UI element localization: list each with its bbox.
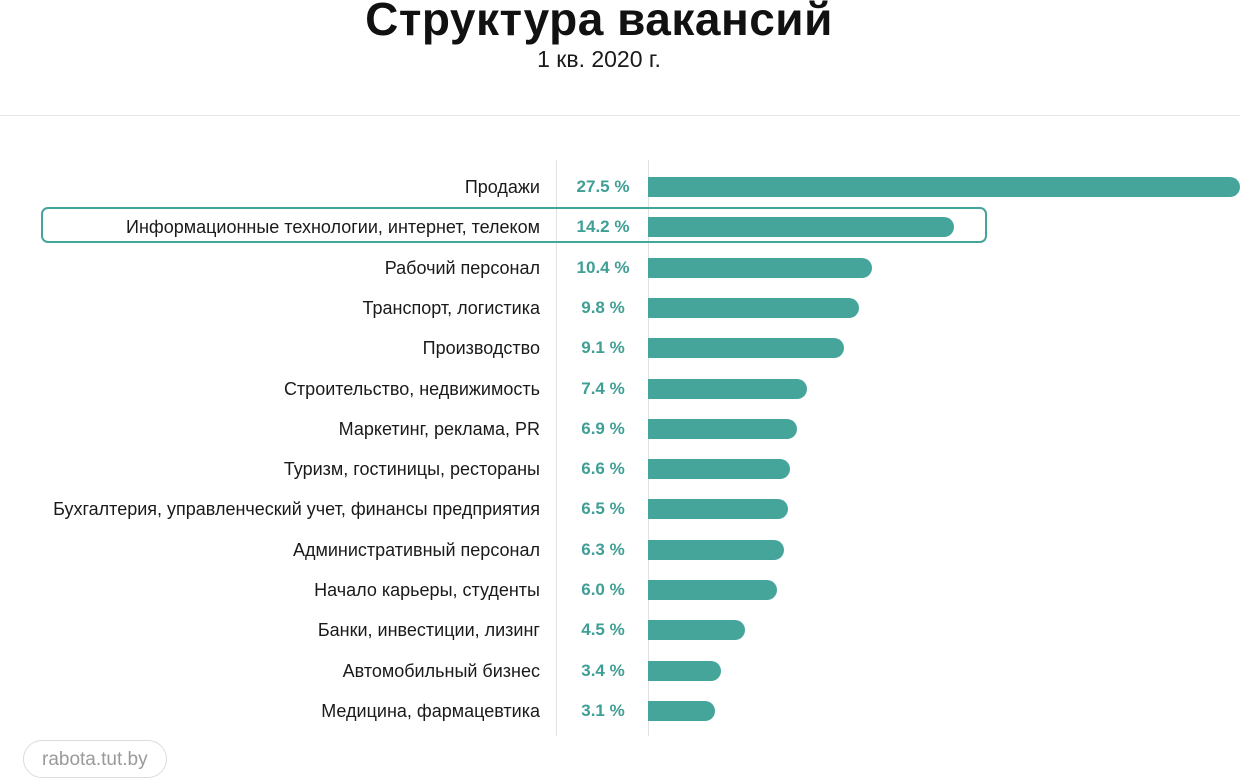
category-label: Строительство, недвижимость — [283, 378, 540, 399]
category-label: Начало карьеры, студенты — [314, 580, 540, 600]
chart-title: Структура вакансий — [365, 0, 833, 45]
bar — [648, 257, 872, 278]
value-label: 14.2 % — [576, 217, 630, 237]
bar — [648, 378, 807, 399]
category-label: Транспорт, логистика — [362, 297, 541, 318]
value-label: 10.4 % — [576, 257, 630, 277]
bar — [648, 660, 721, 681]
bar — [648, 580, 777, 600]
category-label: Продажи — [464, 177, 540, 197]
value-label: 6.6 % — [581, 459, 625, 479]
category-label: Информационные технологии, интернет, тел… — [126, 217, 540, 238]
value-label: 7.4 % — [581, 378, 625, 398]
value-label: 6.9 % — [581, 418, 625, 438]
bar — [648, 418, 797, 439]
bar — [648, 620, 745, 641]
value-label: 9.1 % — [581, 338, 625, 358]
value-label: 6.3 % — [581, 539, 625, 559]
category-label: Банки, инвестиции, лизинг — [317, 620, 540, 641]
category-label: Маркетинг, реклама, PR — [338, 418, 540, 439]
category-label: Автомобильный бизнес — [342, 660, 540, 681]
category-label: Туризм, гостиницы, рестораны — [283, 459, 540, 480]
header-divider — [0, 115, 1240, 116]
bar — [648, 539, 784, 560]
value-label: 27.5 % — [576, 177, 630, 196]
value-label: 4.5 % — [581, 620, 625, 640]
category-label: Производство — [422, 338, 540, 359]
bar — [648, 499, 788, 520]
value-label: 9.8 % — [581, 297, 625, 317]
value-label: 3.1 % — [581, 700, 625, 720]
value-label: 6.0 % — [581, 580, 625, 599]
bar-axis-line — [648, 160, 649, 736]
bar — [648, 297, 859, 318]
bar — [648, 177, 1240, 197]
source-badge[interactable]: rabota.tut.by — [23, 740, 167, 778]
bar — [648, 217, 954, 238]
value-label: 6.5 % — [581, 499, 625, 519]
bar — [648, 459, 790, 480]
value-label: 3.4 % — [581, 660, 625, 680]
label-column-divider — [556, 160, 557, 736]
category-label: Бухгалтерия, управленческий учет, финанс… — [53, 499, 540, 520]
category-label: Административный персонал — [292, 539, 540, 560]
bar — [648, 700, 715, 721]
category-label: Медицина, фармацевтика — [321, 700, 540, 721]
chart-subtitle: 1 кв. 2020 г. — [537, 46, 661, 72]
bar — [648, 338, 844, 359]
category-label: Рабочий персонал — [384, 257, 540, 278]
